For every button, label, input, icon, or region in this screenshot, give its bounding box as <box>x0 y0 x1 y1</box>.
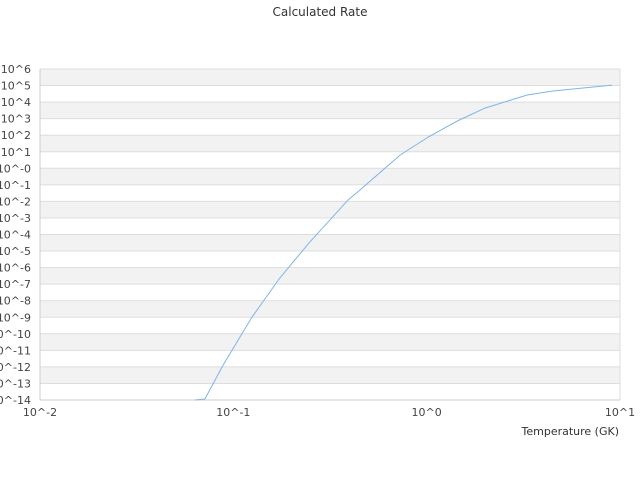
y-tick-label: 10^-14 <box>0 394 31 407</box>
grid-band <box>40 284 620 301</box>
y-tick-label: 10^3 <box>1 113 31 126</box>
y-tick-label: 10^-0 <box>0 162 31 175</box>
y-tick-label: 10^-4 <box>0 229 31 242</box>
grid-band <box>40 251 620 268</box>
y-tick-label: 10^-7 <box>0 278 31 291</box>
y-tick-label: 10^-1 <box>0 179 31 192</box>
grid-band <box>40 85 620 103</box>
y-tick-label: 10^1 <box>1 146 31 159</box>
grid-band <box>40 168 620 185</box>
grid-band <box>40 217 620 235</box>
x-tick-label: 10^1 <box>605 406 635 419</box>
grid-band <box>40 201 620 218</box>
y-tick-label: 10^4 <box>1 96 31 109</box>
y-tick-label: 10^-10 <box>0 328 31 341</box>
y-axis-ticks: 10^6 10^5 10^4 10^3 10^2 10^1 10^-0 10^-1 10^-2 1… <box>0 63 31 407</box>
y-tick-label: 10^-5 <box>0 245 31 258</box>
x-tick-label: 10^-2 <box>23 406 57 419</box>
grid-band <box>40 135 620 152</box>
y-tick-label: 10^-3 <box>0 212 31 225</box>
x-axis-ticks: 10^-2 10^-1 10^0 10^1 <box>23 406 635 419</box>
chart-title: Calculated Rate <box>273 5 368 19</box>
x-tick-label: 10^-1 <box>216 406 250 419</box>
grid-band <box>40 234 620 252</box>
y-tick-label: 10^-11 <box>0 344 31 357</box>
y-tick-label: 10^-8 <box>0 295 31 308</box>
x-tick-label: 10^0 <box>412 406 442 419</box>
grid-band <box>40 267 620 285</box>
grid-band <box>40 300 620 318</box>
y-tick-label: 10^-12 <box>0 361 31 374</box>
y-tick-label: 10^-2 <box>0 195 31 208</box>
grid-band <box>40 383 620 400</box>
grid-bands <box>39 68 621 401</box>
grid-band <box>40 102 620 119</box>
grid-band <box>40 333 620 351</box>
series-line <box>195 84 613 401</box>
grid-band <box>40 118 620 136</box>
grid-band <box>40 317 620 334</box>
y-tick-label: 10^6 <box>1 63 31 76</box>
grid-band <box>40 151 620 169</box>
y-tick-label: 10^2 <box>1 129 31 142</box>
grid-band <box>40 366 620 384</box>
grid-band <box>40 69 620 86</box>
y-tick-label: 10^-6 <box>0 262 31 275</box>
grid-band <box>40 184 620 202</box>
grid-band <box>40 350 620 367</box>
x-axis-label: Temperature (GK) <box>521 425 620 438</box>
y-tick-label: 10^5 <box>1 80 31 93</box>
y-tick-label: 10^-13 <box>0 377 31 390</box>
y-tick-label: 10^-9 <box>0 311 31 324</box>
